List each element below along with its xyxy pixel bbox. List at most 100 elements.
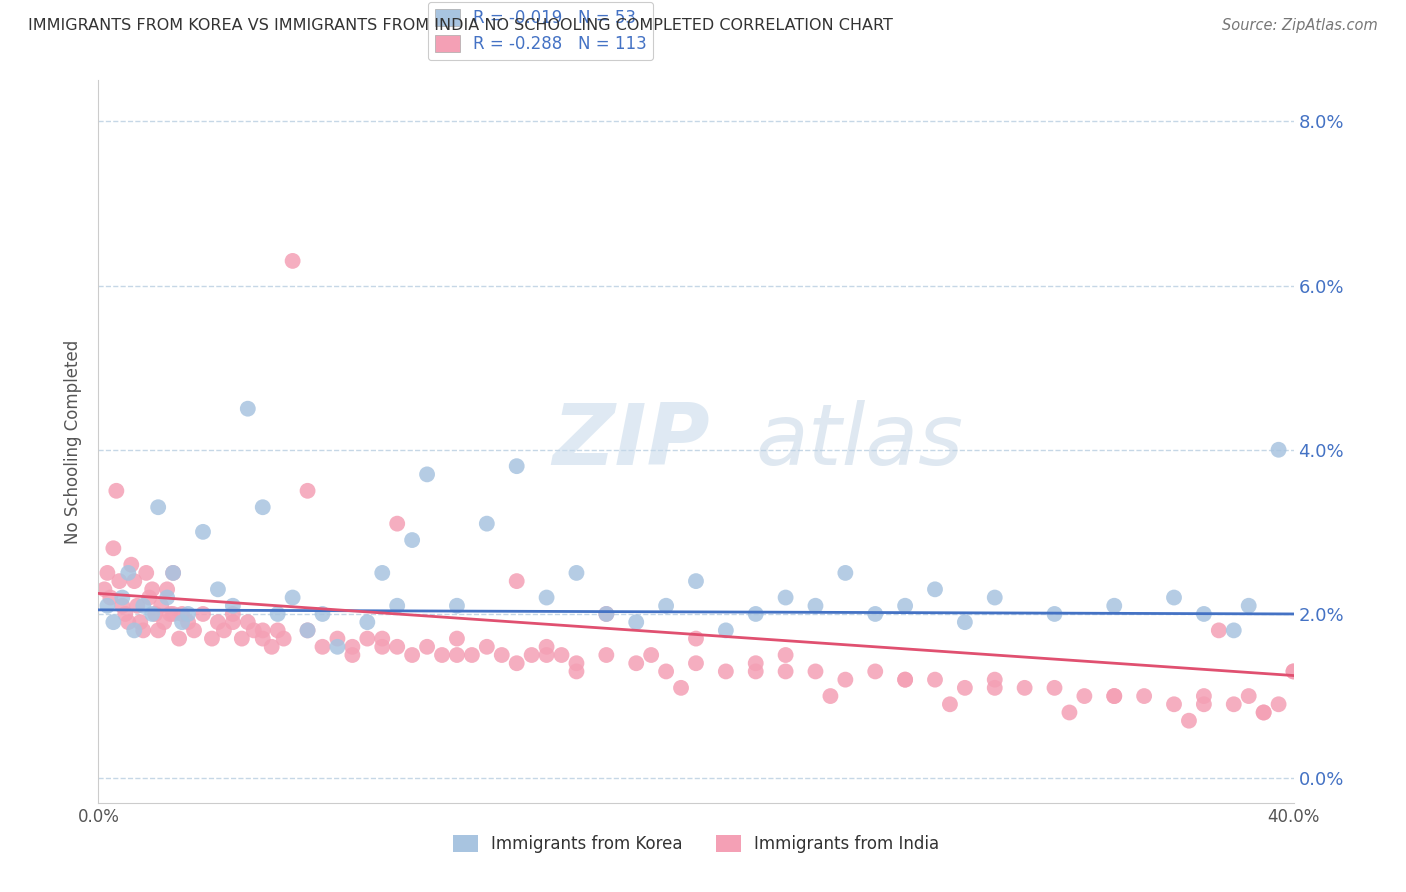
Point — [162, 566, 184, 580]
Text: IMMIGRANTS FROM KOREA VS IMMIGRANTS FROM INDIA NO SCHOOLING COMPLETED CORRELATIO: IMMIGRANTS FROM KOREA VS IMMIGRANTS FROM… — [28, 18, 893, 33]
Point — [1014, 681, 1036, 695]
Text: ZIP: ZIP — [553, 400, 710, 483]
Point — [150, 599, 173, 613]
Point — [865, 607, 887, 621]
Point — [1253, 706, 1275, 720]
Point — [96, 566, 118, 580]
Point — [745, 607, 768, 621]
Point — [212, 624, 235, 638]
Point — [371, 566, 394, 580]
Point — [506, 574, 529, 588]
Point — [626, 657, 648, 671]
Point — [536, 648, 558, 662]
Point — [111, 599, 134, 613]
Point — [326, 632, 349, 646]
Point — [281, 254, 304, 268]
Point — [103, 615, 125, 630]
Point — [98, 591, 122, 605]
Point — [1237, 599, 1260, 613]
Point — [207, 582, 229, 597]
Point — [1104, 689, 1126, 703]
Point — [162, 607, 184, 621]
Point — [1267, 698, 1289, 712]
Point — [222, 615, 245, 630]
Point — [685, 632, 707, 646]
Point — [1104, 689, 1126, 703]
Point — [342, 648, 364, 662]
Point — [491, 648, 513, 662]
Point — [356, 615, 378, 630]
Point — [342, 640, 364, 654]
Point — [222, 599, 245, 613]
Point — [401, 648, 423, 662]
Point — [595, 648, 617, 662]
Point — [1192, 689, 1215, 703]
Point — [385, 516, 409, 531]
Point — [685, 657, 707, 671]
Point — [894, 599, 917, 613]
Point — [804, 665, 827, 679]
Point — [267, 624, 290, 638]
Point — [714, 665, 737, 679]
Point — [550, 648, 572, 662]
Point — [120, 558, 142, 572]
Point — [124, 624, 146, 638]
Point — [371, 640, 394, 654]
Point — [669, 681, 692, 695]
Point — [1282, 665, 1305, 679]
Point — [281, 591, 304, 605]
Point — [162, 566, 184, 580]
Point — [430, 648, 453, 662]
Point — [894, 673, 917, 687]
Point — [117, 566, 139, 580]
Point — [565, 665, 588, 679]
Point — [273, 632, 295, 646]
Point — [1043, 681, 1066, 695]
Point — [172, 607, 194, 621]
Point — [461, 648, 484, 662]
Point — [1133, 689, 1156, 703]
Point — [236, 615, 259, 630]
Point — [416, 467, 439, 482]
Point — [865, 665, 887, 679]
Point — [252, 500, 274, 515]
Point — [1192, 698, 1215, 712]
Point — [207, 615, 229, 630]
Point — [93, 582, 115, 597]
Point — [127, 599, 149, 613]
Point — [111, 591, 134, 605]
Text: atlas: atlas — [756, 400, 963, 483]
Point — [297, 483, 319, 498]
Point — [143, 607, 166, 621]
Point — [311, 607, 333, 621]
Point — [655, 599, 678, 613]
Point — [103, 541, 125, 556]
Point — [401, 533, 423, 547]
Point — [1104, 599, 1126, 613]
Point — [924, 582, 946, 597]
Text: Source: ZipAtlas.com: Source: ZipAtlas.com — [1222, 18, 1378, 33]
Point — [1073, 689, 1095, 703]
Point — [267, 607, 290, 621]
Point — [117, 615, 139, 630]
Point — [141, 607, 163, 621]
Point — [148, 624, 170, 638]
Point — [685, 574, 707, 588]
Point — [132, 599, 155, 613]
Point — [1043, 607, 1066, 621]
Point — [834, 566, 856, 580]
Legend: Immigrants from Korea, Immigrants from India: Immigrants from Korea, Immigrants from I… — [446, 828, 946, 860]
Point — [326, 640, 349, 654]
Point — [236, 401, 259, 416]
Point — [1178, 714, 1201, 728]
Point — [141, 582, 163, 597]
Point — [260, 640, 283, 654]
Point — [1059, 706, 1081, 720]
Point — [191, 607, 214, 621]
Point — [159, 607, 181, 621]
Point — [1192, 607, 1215, 621]
Point — [201, 632, 224, 646]
Point — [153, 615, 176, 630]
Point — [536, 640, 558, 654]
Point — [984, 673, 1007, 687]
